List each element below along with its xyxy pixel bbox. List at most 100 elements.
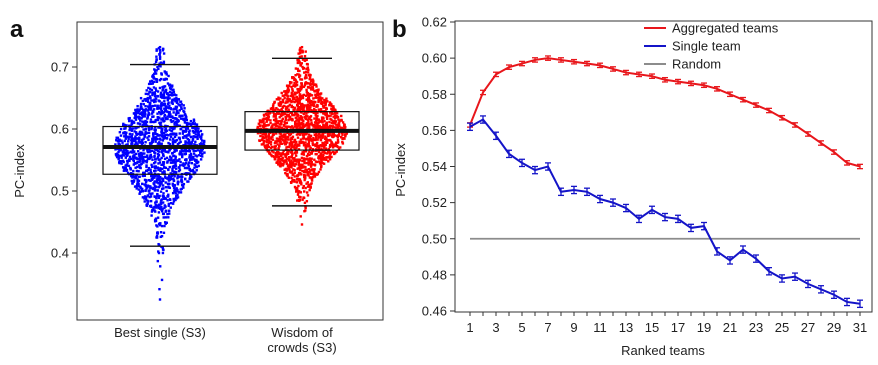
panel-a-point <box>129 168 132 171</box>
panel-a-point <box>117 156 120 159</box>
panel-a-point <box>158 62 161 65</box>
panel-a-point <box>264 124 267 128</box>
panel-a-point <box>152 72 156 76</box>
panel-a-point <box>176 193 179 197</box>
panel-a-point <box>141 99 145 103</box>
panel-a-point <box>267 111 270 114</box>
panel-a-point <box>285 141 289 144</box>
panel-a-point <box>283 112 287 116</box>
panel-a-point <box>145 132 148 135</box>
panel-a-point <box>305 161 309 165</box>
panel-a-point <box>161 47 165 51</box>
panel-a-point <box>146 154 149 157</box>
panel-a-point <box>328 103 331 107</box>
panel-a-point <box>199 151 202 154</box>
panel-a-point <box>142 171 145 175</box>
panel-a-point <box>337 132 341 135</box>
panel-a-point <box>309 73 312 77</box>
panel-a-point <box>334 108 337 112</box>
panel-a-point <box>158 142 161 146</box>
panel-a-point <box>185 118 189 122</box>
panel-a-point <box>323 158 326 161</box>
panel-a-point <box>297 73 301 76</box>
panel-a-point <box>305 182 308 185</box>
panel-a-point <box>149 186 152 190</box>
panel-a-point <box>145 124 149 127</box>
panel-a-point <box>301 166 304 169</box>
panel-a-point <box>155 58 158 62</box>
panel-a-point <box>134 126 137 129</box>
panel-a-point <box>144 99 147 102</box>
panel-a-point <box>274 117 277 121</box>
panel-a-point <box>340 118 343 122</box>
panel-a-point <box>190 142 193 145</box>
panel-a-point <box>171 142 175 145</box>
panel-a-point <box>178 166 181 170</box>
panel-a-point <box>179 150 182 153</box>
panel-a-point <box>146 105 150 108</box>
panel-a-point <box>115 154 119 157</box>
panel-a-point <box>146 155 149 159</box>
panel-a-point <box>161 153 165 156</box>
panel-a-point <box>289 138 292 141</box>
panel-a-point <box>159 61 163 64</box>
panel-a-point <box>158 86 162 90</box>
panel-a-point <box>182 118 185 121</box>
panel-a-point <box>151 81 155 84</box>
panel-a-point <box>293 125 297 128</box>
panel-a-point <box>146 148 149 152</box>
panel-a-point <box>313 117 316 120</box>
panel-a-point <box>180 150 184 153</box>
panel-a-point <box>267 145 271 149</box>
panel-a-point <box>141 159 145 162</box>
panel-a-point <box>138 108 142 111</box>
panel-a-point <box>311 123 314 127</box>
panel-a-point <box>270 126 273 130</box>
panel-a-point <box>303 178 306 182</box>
panel-a-point <box>331 134 334 137</box>
panel-a-point <box>322 117 325 120</box>
panel-a-point <box>191 126 194 130</box>
panel-a-point <box>179 160 182 164</box>
panel-a-point <box>296 118 299 121</box>
panel-a-point <box>157 182 160 185</box>
panel-a-point <box>145 203 148 207</box>
panel-a-point <box>293 159 296 162</box>
panel-a-point <box>120 162 123 165</box>
panel-a-point <box>269 152 272 156</box>
panel-a-point <box>272 103 275 106</box>
panel-a-point <box>187 163 190 166</box>
panel-a-point <box>162 212 165 216</box>
panel-a-point <box>343 133 347 137</box>
panel-a-point <box>141 120 144 123</box>
panel-a-point <box>150 149 153 152</box>
panel-a-point <box>302 109 306 112</box>
panel-a-point <box>138 155 141 159</box>
panel-a-point <box>124 164 127 167</box>
panel-a-point <box>310 83 314 86</box>
panel-a-point <box>174 148 177 152</box>
panel-a-point <box>286 145 289 149</box>
panel-a-point <box>289 140 293 143</box>
panel-a-point <box>305 58 308 62</box>
panel-a-point <box>203 151 206 154</box>
panel-a-point <box>278 157 282 161</box>
panel-a-point <box>156 90 160 93</box>
panel-a-point <box>289 151 293 154</box>
panel-a-point <box>181 114 184 117</box>
panel-b-x-tick-label: 13 <box>619 320 633 335</box>
panel-a-point <box>138 140 141 144</box>
panel-a-point <box>200 152 204 155</box>
panel-a-point <box>143 111 147 114</box>
panel-a-point <box>158 107 161 110</box>
panel-a-point <box>284 107 288 111</box>
panel-a-point <box>284 154 287 157</box>
panel-a-point <box>278 145 281 148</box>
panel-a-point <box>146 199 149 202</box>
panel-a-point <box>147 172 150 175</box>
panel-a-point <box>171 169 174 173</box>
panel-a-point <box>285 84 289 87</box>
panel-a-point <box>150 88 154 92</box>
panel-a-point <box>178 138 182 141</box>
panel-a-point <box>182 136 185 140</box>
